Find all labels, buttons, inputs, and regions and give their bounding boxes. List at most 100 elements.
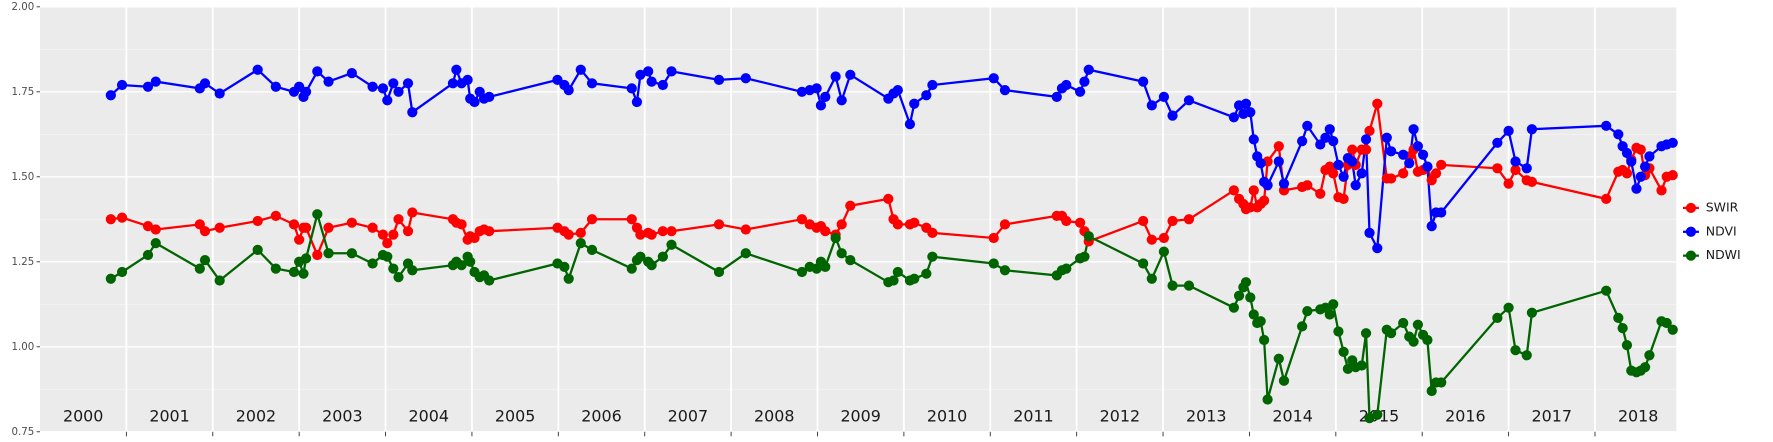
point [1385,146,1397,157]
point [892,266,903,278]
point [820,226,831,237]
point [270,210,281,222]
point [796,214,808,225]
point [1262,394,1273,405]
point [402,226,414,237]
point [382,95,393,106]
point [1302,305,1313,317]
point [836,248,847,259]
point [657,251,668,262]
point [1228,112,1239,123]
point [288,219,300,230]
point [921,268,932,279]
point [559,261,570,273]
point [1404,158,1415,169]
point [999,84,1011,96]
point [635,251,646,262]
year-label: 2003 [322,407,362,426]
point [1492,163,1503,174]
point [666,226,677,237]
point [909,273,920,284]
point [1601,193,1612,205]
point [1259,334,1270,346]
point [1408,124,1419,135]
point [388,263,399,274]
year-label: 2017 [1532,407,1572,426]
point [643,66,654,77]
point [1381,132,1392,143]
point [1079,76,1090,87]
point [323,248,334,259]
point [1138,76,1149,87]
point [402,78,414,89]
point [666,239,677,250]
y-tick-label: 2.00 [12,2,35,13]
point [1430,168,1442,179]
point [1521,163,1532,174]
year-label: 2018 [1618,407,1658,426]
point [1183,280,1195,291]
point [484,275,495,286]
point [1324,124,1335,135]
point [1526,176,1538,188]
point [367,222,378,233]
point [367,81,378,92]
point [1644,151,1655,162]
point [377,229,389,240]
point [1079,251,1090,262]
point [105,273,116,284]
point [988,73,999,84]
point [883,193,894,205]
point [1167,215,1178,227]
point [1635,171,1646,182]
point [1338,346,1349,357]
point [1051,91,1062,103]
point [830,232,841,244]
legend: SWIR NDVI NDWI [1683,199,1741,262]
point [469,96,480,108]
point [1661,317,1672,329]
point [635,69,646,80]
point [1521,350,1532,361]
point [1146,100,1157,111]
point [1398,168,1409,179]
year-label: 2002 [236,407,276,426]
point [294,234,305,245]
point [1372,409,1383,420]
point [830,71,841,82]
point [1158,91,1170,103]
point [1510,156,1521,167]
point [1347,144,1358,155]
point [1083,231,1094,242]
point [1526,124,1538,135]
point [312,66,323,77]
point [1233,290,1245,301]
point [1601,285,1612,296]
year-label: 2001 [149,407,189,426]
year-label: 2012 [1100,407,1140,426]
point [1398,149,1409,160]
legend-point [1685,250,1697,261]
point [1667,169,1678,181]
point [563,273,574,284]
point [811,83,822,94]
point [1302,180,1313,191]
point [1248,185,1259,196]
point [142,220,154,232]
point [909,217,920,228]
point [988,258,999,269]
point [142,249,154,261]
point [1356,168,1367,179]
point [194,263,205,274]
point [1398,317,1409,329]
point [116,212,128,223]
point [1240,98,1252,109]
point [300,253,312,264]
point [1635,144,1646,155]
point [575,237,586,249]
point [1412,141,1424,152]
point [199,254,211,266]
point [270,81,281,92]
point [346,217,357,228]
point [1074,86,1086,97]
